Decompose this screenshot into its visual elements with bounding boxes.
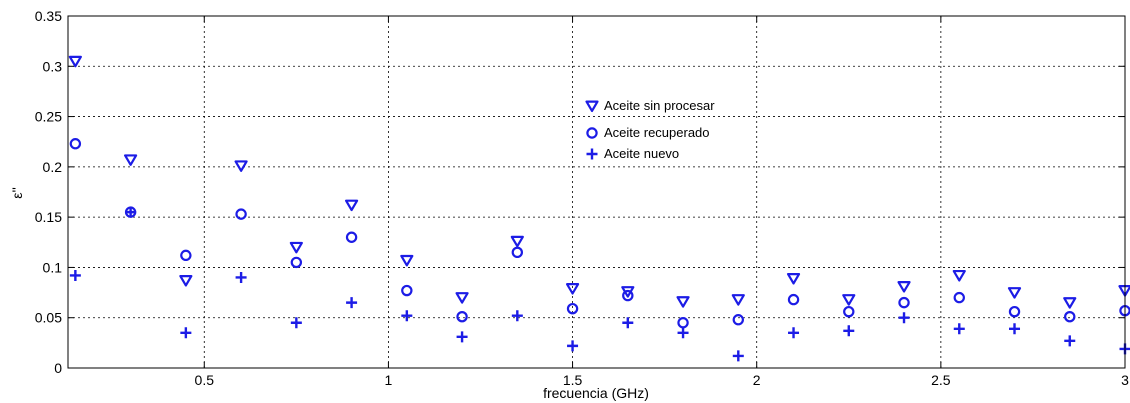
- data-point-circle: [180, 249, 192, 262]
- legend-label: Aceite nuevo: [604, 146, 679, 161]
- data-point-triangle-down: [1063, 297, 1077, 309]
- data-point-circle: [566, 302, 579, 315]
- data-point-triangle-down: [289, 241, 303, 254]
- data-point-triangle-down: [952, 269, 966, 282]
- x-tick-label: 2.5: [931, 372, 951, 388]
- data-point-triangle-down: [897, 281, 911, 293]
- data-point-plus: [456, 331, 468, 343]
- data-point-triangle-down: [565, 283, 580, 295]
- y-tick-label: 0.1: [43, 259, 63, 275]
- data-point-circle: [345, 231, 358, 243]
- data-point-plus: [953, 323, 965, 335]
- legend-marker-circle: [586, 127, 598, 139]
- data-point-circle: [953, 291, 965, 304]
- data-point-triangle-down: [455, 292, 469, 304]
- data-point-plus: [1064, 335, 1076, 347]
- data-point-triangle-down: [510, 235, 524, 248]
- data-markers: [68, 55, 1130, 362]
- plot-frame: [67, 15, 1126, 369]
- data-point-circle: [401, 284, 413, 297]
- y-axis-ticks: 0 0.05 0.1 0.15 0.2 0.25 0.3 0.35: [35, 8, 1125, 376]
- y-axis-label: ε'': [9, 187, 25, 199]
- data-point-triangle-down: [676, 296, 690, 308]
- data-point-plus: [346, 297, 358, 309]
- data-point-triangle-down: [786, 272, 801, 285]
- y-tick-label: 0.2: [43, 159, 63, 175]
- data-point-circle: [622, 289, 634, 302]
- series-aceite-sin-procesar: [68, 55, 1130, 309]
- data-point-plus: [898, 312, 910, 324]
- data-point-plus: [1009, 323, 1021, 335]
- data-point-plus: [622, 317, 634, 329]
- data-point-triangle-down: [179, 275, 193, 287]
- data-point-triangle-down: [234, 160, 248, 172]
- data-point-circle: [511, 246, 524, 259]
- series-aceite-recuperado: [69, 138, 1130, 329]
- data-point-circle: [898, 296, 910, 309]
- data-point-circle: [456, 311, 468, 323]
- y-tick-label: 0.25: [35, 109, 62, 125]
- legend-label: Aceite recuperado: [604, 125, 710, 140]
- x-axis-label: frecuencia (GHz): [543, 385, 649, 401]
- data-point-plus: [732, 350, 744, 362]
- data-point-circle: [843, 305, 855, 318]
- x-tick-label: 3: [1121, 372, 1129, 388]
- legend: Aceite sin procesar Aceite recuperado Acei…: [585, 98, 715, 161]
- x-tick-label: 1: [385, 372, 393, 388]
- data-point-plus: [511, 310, 523, 322]
- data-point-circle: [290, 256, 303, 269]
- x-tick-label: 0.5: [195, 372, 215, 388]
- data-point-triangle-down: [400, 254, 414, 267]
- data-point-plus: [125, 206, 137, 218]
- data-point-plus: [180, 327, 192, 339]
- y-tick-label: 0.35: [35, 8, 62, 24]
- data-point-triangle-down: [731, 294, 745, 306]
- data-point-triangle-down: [68, 55, 82, 68]
- data-point-triangle-down: [124, 154, 138, 166]
- x-tick-label: 1.5: [563, 372, 583, 388]
- data-point-circle: [787, 293, 800, 306]
- data-point-circle: [235, 208, 247, 220]
- data-point-plus: [843, 325, 855, 337]
- data-point-circle: [1064, 311, 1076, 323]
- data-point-plus: [567, 340, 579, 352]
- data-point-circle: [1008, 305, 1021, 318]
- x-tick-label: 2: [753, 372, 761, 388]
- data-point-triangle-down: [1007, 287, 1022, 299]
- y-tick-label: 0: [54, 360, 62, 376]
- data-point-circle: [69, 138, 82, 150]
- legend-label: Aceite sin procesar: [604, 98, 715, 113]
- data-point-triangle-down: [842, 294, 856, 306]
- data-point-plus: [290, 317, 302, 329]
- y-tick-label: 0.05: [35, 310, 62, 326]
- data-point-plus: [788, 327, 800, 339]
- data-point-triangle-down: [344, 199, 359, 212]
- y-tick-label: 0.15: [35, 209, 62, 225]
- x-axis-ticks: 0.5 1 1.5 2 2.5 3: [195, 16, 1129, 388]
- plot-background: [68, 16, 1125, 368]
- data-point-circle: [732, 314, 744, 326]
- data-point-plus: [401, 310, 413, 322]
- y-tick-label: 0.3: [43, 58, 63, 74]
- data-point-plus: [69, 269, 81, 281]
- legend-marker-plus: [586, 148, 598, 160]
- data-point-plus: [235, 271, 247, 283]
- legend-marker-triangle-down: [585, 100, 599, 113]
- data-point-plus: [677, 327, 689, 339]
